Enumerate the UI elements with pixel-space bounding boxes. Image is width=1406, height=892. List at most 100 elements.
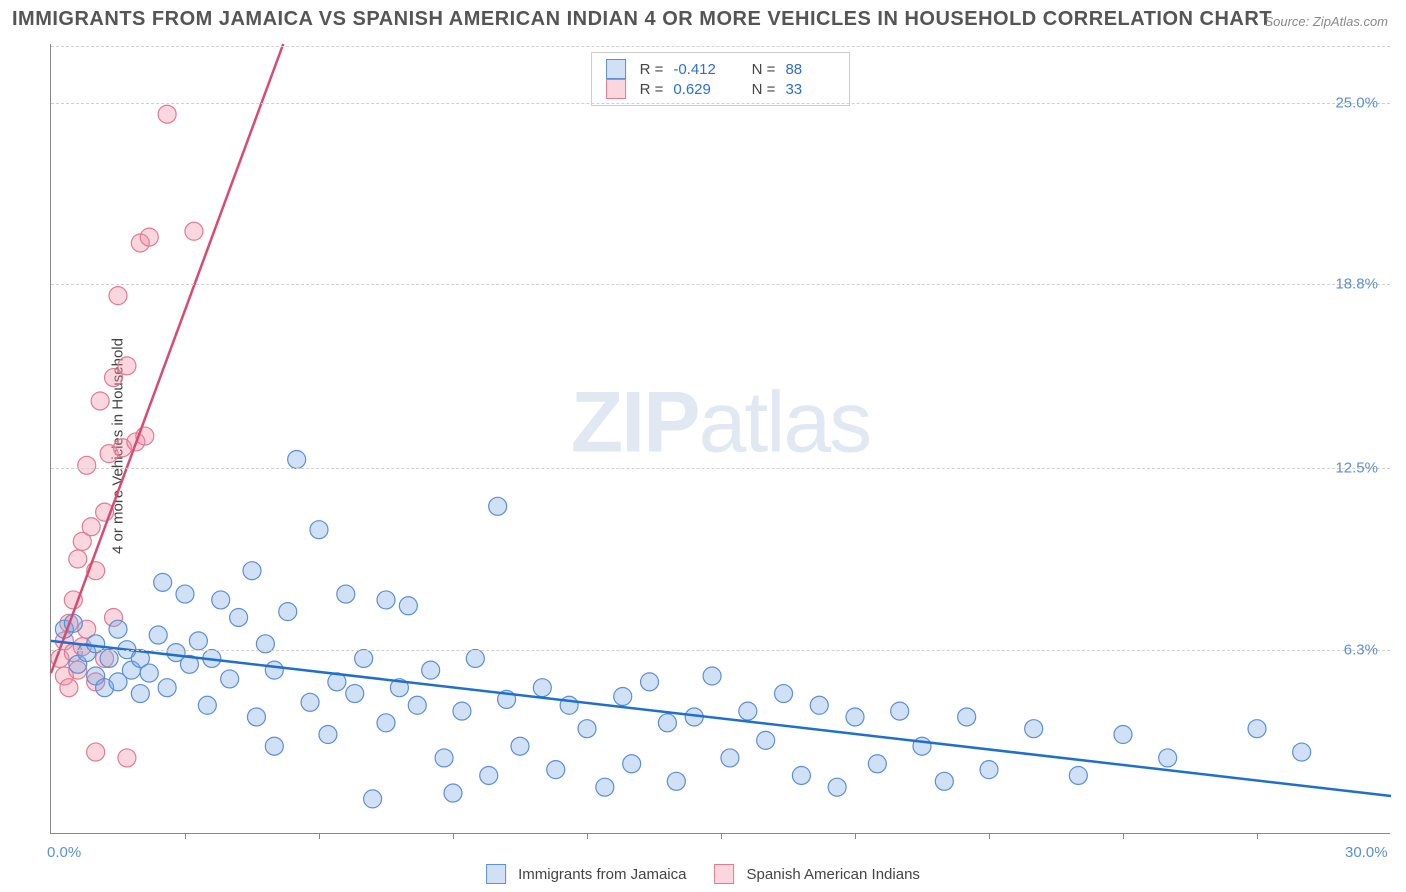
data-point bbox=[131, 685, 149, 703]
data-point bbox=[337, 585, 355, 603]
data-point bbox=[721, 749, 739, 767]
x-minor-tick bbox=[587, 833, 588, 839]
data-point bbox=[891, 702, 909, 720]
data-point bbox=[230, 608, 248, 626]
data-point bbox=[377, 591, 395, 609]
data-point bbox=[1114, 726, 1132, 744]
legend-swatch-pink-icon bbox=[714, 864, 734, 884]
data-point bbox=[1025, 720, 1043, 738]
data-point bbox=[265, 661, 283, 679]
data-point bbox=[703, 667, 721, 685]
data-point bbox=[958, 708, 976, 726]
data-point bbox=[364, 790, 382, 808]
plot-area: ZIPatlas R = -0.412 N = 88 R = 0.629 N =… bbox=[50, 44, 1390, 834]
chart-svg bbox=[51, 44, 1390, 833]
data-point bbox=[868, 755, 886, 773]
data-point bbox=[82, 518, 100, 536]
data-point bbox=[212, 591, 230, 609]
data-point bbox=[399, 597, 417, 615]
data-point bbox=[158, 105, 176, 123]
data-point bbox=[158, 679, 176, 697]
legend-series: Immigrants from Jamaica Spanish American… bbox=[486, 864, 920, 884]
data-point bbox=[221, 670, 239, 688]
data-point bbox=[658, 714, 676, 732]
data-point bbox=[846, 708, 864, 726]
data-point bbox=[980, 761, 998, 779]
data-point bbox=[118, 357, 136, 375]
data-point bbox=[466, 649, 484, 667]
data-point bbox=[154, 573, 172, 591]
x-minor-tick bbox=[1257, 833, 1258, 839]
data-point bbox=[100, 649, 118, 667]
data-point bbox=[288, 450, 306, 468]
y-tick-label: 18.8% bbox=[1335, 275, 1378, 292]
x-minor-tick bbox=[319, 833, 320, 839]
data-point bbox=[596, 778, 614, 796]
data-point bbox=[346, 685, 364, 703]
data-point bbox=[1159, 749, 1177, 767]
data-point bbox=[533, 679, 551, 697]
gridline bbox=[51, 468, 1390, 469]
x-minor-tick bbox=[855, 833, 856, 839]
y-tick-label: 25.0% bbox=[1335, 94, 1378, 111]
data-point bbox=[301, 693, 319, 711]
source-attribution: Source: ZipAtlas.com bbox=[1264, 14, 1388, 29]
data-point bbox=[489, 497, 507, 515]
data-point bbox=[279, 603, 297, 621]
data-point bbox=[78, 456, 96, 474]
data-point bbox=[1069, 766, 1087, 784]
data-point bbox=[149, 626, 167, 644]
data-point bbox=[511, 737, 529, 755]
data-point bbox=[243, 562, 261, 580]
data-point bbox=[60, 679, 78, 697]
data-point bbox=[87, 743, 105, 761]
legend-swatch-blue-icon bbox=[486, 864, 506, 884]
data-point bbox=[265, 737, 283, 755]
data-point bbox=[69, 550, 87, 568]
data-point bbox=[140, 664, 158, 682]
x-tick-label: 30.0% bbox=[1345, 844, 1388, 861]
data-point bbox=[623, 755, 641, 773]
gridline bbox=[51, 650, 1390, 651]
data-point bbox=[1293, 743, 1311, 761]
legend-item-blue: Immigrants from Jamaica bbox=[486, 864, 686, 884]
data-point bbox=[91, 392, 109, 410]
data-point bbox=[109, 287, 127, 305]
data-point bbox=[422, 661, 440, 679]
data-point bbox=[757, 731, 775, 749]
x-minor-tick bbox=[1123, 833, 1124, 839]
data-point bbox=[578, 720, 596, 738]
data-point bbox=[641, 673, 659, 691]
data-point bbox=[1248, 720, 1266, 738]
data-point bbox=[614, 687, 632, 705]
x-minor-tick bbox=[721, 833, 722, 839]
legend-item-pink: Spanish American Indians bbox=[714, 864, 919, 884]
x-tick-label: 0.0% bbox=[47, 844, 81, 861]
data-point bbox=[198, 696, 216, 714]
data-point bbox=[185, 222, 203, 240]
data-point bbox=[810, 696, 828, 714]
y-tick-label: 12.5% bbox=[1335, 460, 1378, 477]
data-point bbox=[118, 749, 136, 767]
data-point bbox=[189, 632, 207, 650]
data-point bbox=[355, 649, 373, 667]
data-point bbox=[444, 784, 462, 802]
data-point bbox=[109, 620, 127, 638]
data-point bbox=[667, 772, 685, 790]
data-point bbox=[319, 726, 337, 744]
gridline bbox=[51, 103, 1390, 104]
data-point bbox=[435, 749, 453, 767]
data-point bbox=[408, 696, 426, 714]
data-point bbox=[453, 702, 471, 720]
data-point bbox=[739, 702, 757, 720]
data-point bbox=[140, 228, 158, 246]
gridline bbox=[51, 284, 1390, 285]
data-point bbox=[828, 778, 846, 796]
data-point bbox=[935, 772, 953, 790]
data-point bbox=[792, 766, 810, 784]
y-tick-label: 6.3% bbox=[1344, 641, 1378, 658]
data-point bbox=[176, 585, 194, 603]
data-point bbox=[775, 685, 793, 703]
x-minor-tick bbox=[453, 833, 454, 839]
data-point bbox=[480, 766, 498, 784]
